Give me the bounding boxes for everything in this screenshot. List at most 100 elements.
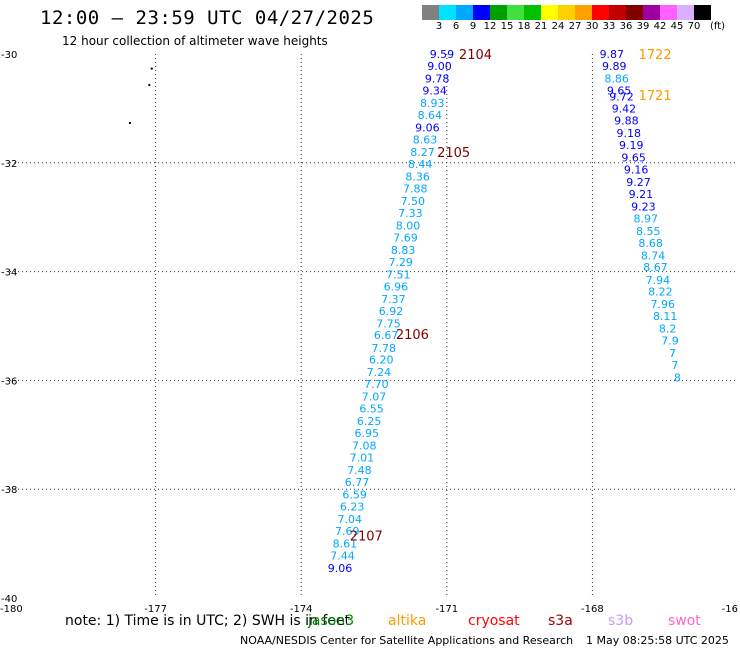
wave-height-label: 9.34 xyxy=(422,84,447,97)
wave-height-label: 7.37 xyxy=(381,293,406,306)
satellite-legend-cryosat: cryosat xyxy=(468,613,520,629)
wave-height-label: 9.06 xyxy=(328,562,353,575)
colorbar-level-label: 18 xyxy=(517,21,531,32)
wave-height-label: 7.29 xyxy=(388,256,413,269)
wave-height-label: 8.00 xyxy=(396,219,421,232)
wave-height-label: 9.27 xyxy=(626,176,651,189)
wave-height-label: 7.70 xyxy=(364,378,389,391)
wave-height-label: 9.21 xyxy=(629,188,654,201)
wave-height-label: 8.63 xyxy=(413,133,438,146)
wave-height-label: 7 xyxy=(671,359,678,372)
wave-height-label: 7.48 xyxy=(347,464,372,477)
wave-height-label: 7.04 xyxy=(337,513,362,526)
colorbar-swatch xyxy=(643,5,660,20)
wave-height-label: 8.83 xyxy=(391,244,416,257)
pass-time-annotation: 1721 xyxy=(639,89,672,104)
wave-height-label: 7.50 xyxy=(401,195,426,208)
chart-title: 12:00 – 23:59 UTC 04/27/2025 xyxy=(40,7,375,29)
colorbar-swatch xyxy=(558,5,575,20)
wave-height-label: 9.89 xyxy=(602,60,627,73)
colorbar-level-label: 24 xyxy=(551,21,565,32)
wave-height-label: 7 xyxy=(669,347,676,360)
colorbar-level-label: 15 xyxy=(500,21,514,32)
wave-height-label: 7.96 xyxy=(651,298,676,311)
wave-height-label: 6.95 xyxy=(354,427,379,440)
wave-height-label: 7.75 xyxy=(376,317,401,330)
wave-height-label: 7.51 xyxy=(386,268,411,281)
wave-height-label: 8.64 xyxy=(418,109,443,122)
colorbar-swatch xyxy=(439,5,456,20)
colorbar-level-label: 6 xyxy=(452,21,460,32)
pass-time-annotation: 2105 xyxy=(437,146,470,161)
colorbar-swatch xyxy=(609,5,626,20)
wave-height-label: 8.36 xyxy=(405,170,430,183)
colorbar-swatch xyxy=(422,5,439,20)
land-speck xyxy=(150,67,153,70)
wave-height-label: 7.69 xyxy=(335,525,360,538)
wave-height-label: 9.06 xyxy=(415,121,440,134)
x-tick-label: -174 xyxy=(290,604,313,615)
colorbar-level-label: 12 xyxy=(483,21,497,32)
wave-height-label: 6.77 xyxy=(345,476,370,489)
wave-height-label: 6.59 xyxy=(342,489,367,502)
pass-time-annotation: 1722 xyxy=(639,48,672,63)
wave-height-label: 9.19 xyxy=(619,139,644,152)
pass-time-annotation: 2107 xyxy=(350,529,383,544)
colorbar-level-label: 70 xyxy=(687,21,701,32)
wave-height-label: 6.67 xyxy=(374,329,399,342)
colorbar-level-label: 39 xyxy=(636,21,650,32)
wave-height-label: 6.23 xyxy=(340,501,365,514)
x-tick-label: -180 xyxy=(0,604,23,615)
colorbar-swatch xyxy=(541,5,558,20)
wave-height-label: 7.24 xyxy=(367,366,392,379)
wave-height-label: 9.87 xyxy=(600,48,625,61)
wave-height-label: 8.27 xyxy=(410,146,435,159)
footer-timestamp: 1 May 08:25:58 UTC 2025 xyxy=(586,634,729,647)
y-tick-label: -38 xyxy=(1,485,17,496)
wave-height-label: 8.97 xyxy=(634,212,659,225)
colorbar-swatch xyxy=(575,5,592,20)
colorbar-swatch xyxy=(677,5,694,20)
y-tick-label: -32 xyxy=(1,159,17,170)
wave-height-label: 8.55 xyxy=(636,225,661,238)
colorbar-swatch xyxy=(473,5,490,20)
colorbar-level-label: 3 xyxy=(435,21,443,32)
colorbar xyxy=(422,5,711,20)
wave-height-label: 7.88 xyxy=(403,182,428,195)
wave-height-label: 7.08 xyxy=(352,440,377,453)
land-speck xyxy=(128,122,131,124)
colorbar-swatch xyxy=(626,5,643,20)
colorbar-level-label: 42 xyxy=(653,21,667,32)
wave-height-label: 7.33 xyxy=(398,207,423,220)
wave-height-label: 8.61 xyxy=(333,538,358,551)
wave-height-label: 6.20 xyxy=(369,354,394,367)
wave-height-label: 7.94 xyxy=(646,274,671,287)
x-tick-label: -177 xyxy=(144,604,167,615)
wave-height-label: 7.69 xyxy=(393,231,418,244)
wave-height-label: 9.42 xyxy=(612,102,637,115)
wave-height-label: 9.65 xyxy=(621,151,646,164)
y-tick-label: -34 xyxy=(1,268,17,279)
wave-height-label: 7.9 xyxy=(661,335,679,348)
x-tick-label: -16 xyxy=(722,604,738,615)
wave-height-label: 8.68 xyxy=(638,237,663,250)
land-speck xyxy=(148,83,151,86)
colorbar-level-label: 27 xyxy=(568,21,582,32)
colorbar-swatch xyxy=(490,5,507,20)
colorbar-unit: (ft) xyxy=(710,21,726,32)
wave-height-label: 9.23 xyxy=(631,200,656,213)
wave-height-label: 9.88 xyxy=(614,114,639,127)
colorbar-level-label: 45 xyxy=(670,21,684,32)
pass-time-annotation: 2106 xyxy=(396,328,429,343)
wave-height-label: 8 xyxy=(674,372,681,385)
wave-height-label: 6.25 xyxy=(357,415,382,428)
colorbar-swatch xyxy=(660,5,677,20)
satellite-legend-s3a: s3a xyxy=(548,613,573,629)
pass-time-annotation: 2104 xyxy=(459,48,492,63)
y-tick-label: -36 xyxy=(1,376,17,387)
wave-height-label: 9.78 xyxy=(425,72,450,85)
wave-height-label: 7.01 xyxy=(350,452,375,465)
colorbar-swatch xyxy=(507,5,524,20)
colorbar-swatch xyxy=(592,5,609,20)
